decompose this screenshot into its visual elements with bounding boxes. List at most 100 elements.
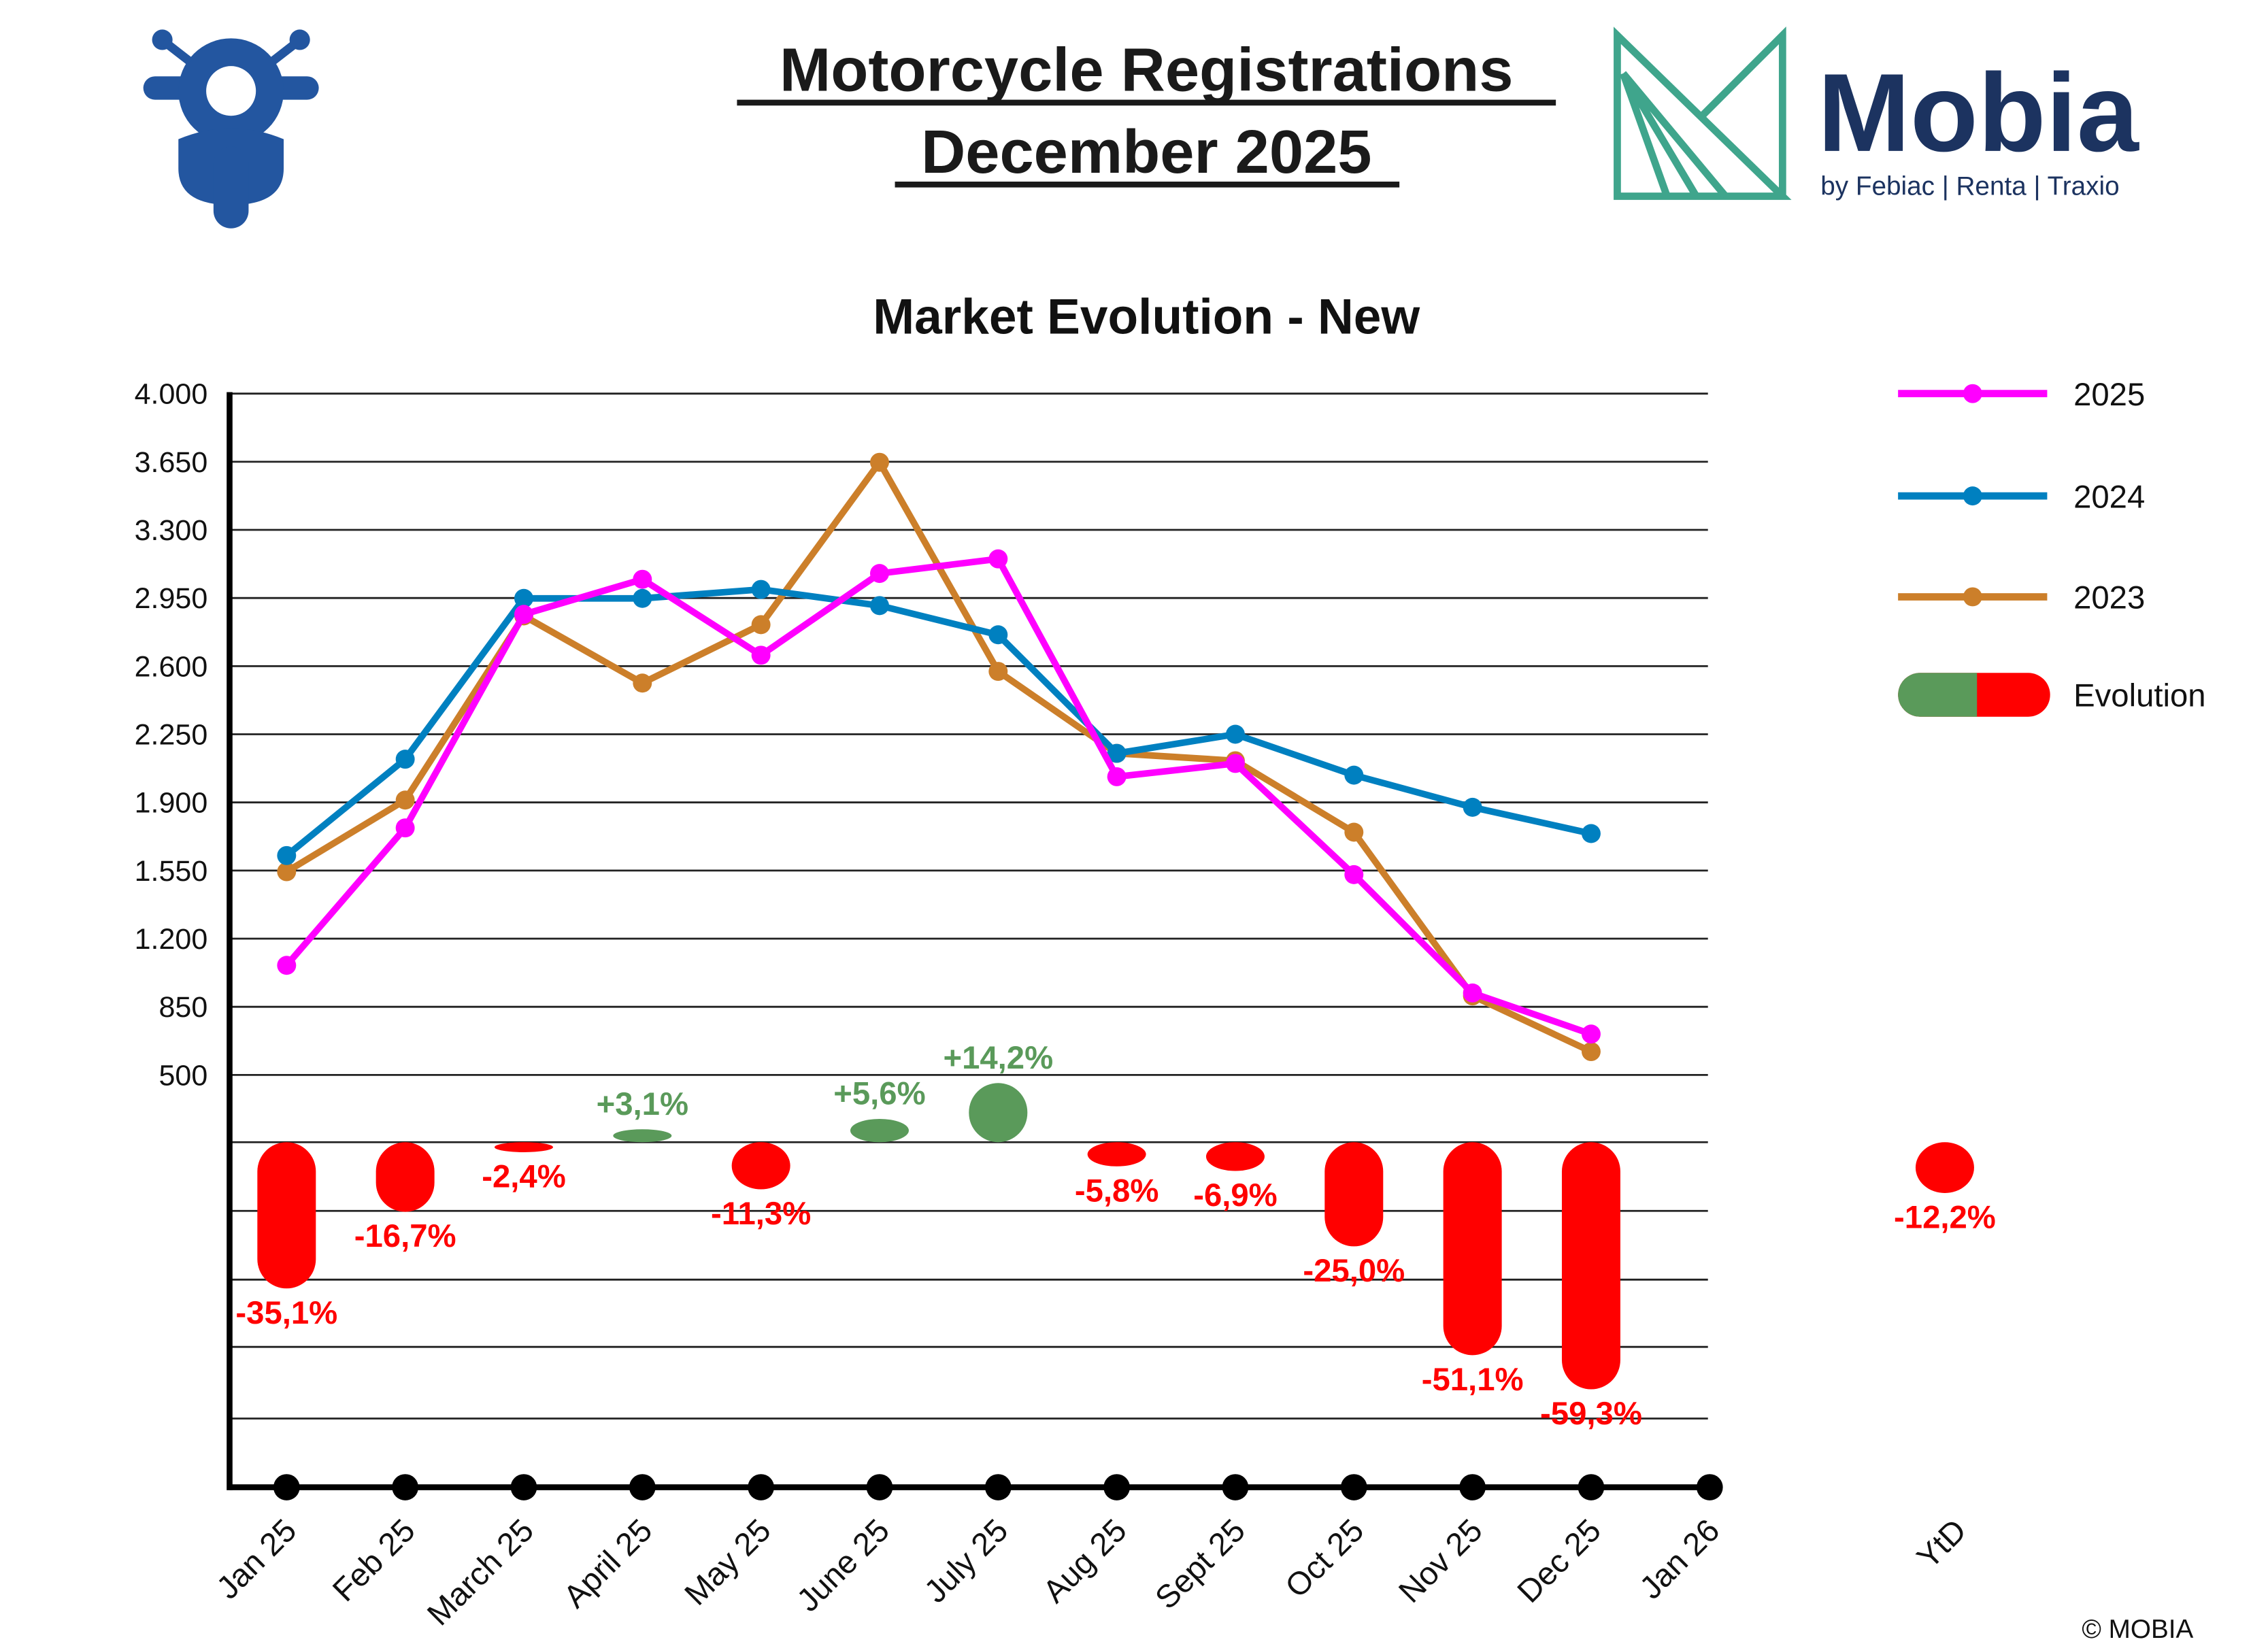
data-point-2025 bbox=[1344, 865, 1364, 884]
evolution-bar-label: -5,8% bbox=[1075, 1173, 1159, 1209]
y-tick-label: 1.900 bbox=[135, 787, 208, 820]
data-point-2024 bbox=[1107, 743, 1127, 763]
legend-label-2023: 2023 bbox=[2073, 580, 2145, 616]
legend-label-2025: 2025 bbox=[2073, 377, 2145, 413]
data-point-2025 bbox=[988, 549, 1008, 569]
data-point-2024 bbox=[751, 580, 771, 599]
data-point-2023 bbox=[751, 615, 771, 635]
evolution-bar bbox=[969, 1083, 1028, 1143]
y-tick-label: 3.300 bbox=[135, 514, 208, 547]
x-tick-label: Oct 25 bbox=[1278, 1512, 1371, 1605]
x-tick-label: July 25 bbox=[918, 1512, 1015, 1609]
title-line-1: Motorcycle Registrations bbox=[780, 36, 1513, 105]
evolution-bar-label: -25,0% bbox=[1303, 1253, 1405, 1289]
evolution-bar bbox=[1205, 1142, 1265, 1171]
evolution-bar-label: -2,4% bbox=[482, 1159, 566, 1195]
ytd-evolution-bar bbox=[1915, 1142, 1974, 1193]
data-point-2025 bbox=[1581, 1024, 1601, 1044]
x-tick-label: April 25 bbox=[556, 1512, 659, 1615]
motorcycle-icon bbox=[143, 29, 319, 229]
x-axis-marker bbox=[510, 1474, 537, 1500]
ytd-label: YtD bbox=[1910, 1512, 1973, 1575]
x-axis-marker bbox=[1459, 1474, 1486, 1500]
ytd-evolution-bar-label: -12,2% bbox=[1894, 1200, 1996, 1236]
data-point-2024 bbox=[1463, 797, 1482, 817]
evolution-bar-label: -59,3% bbox=[1540, 1396, 1642, 1432]
evolution-bar-label: +14,2% bbox=[943, 1040, 1053, 1076]
evolution-bar-label: -16,7% bbox=[354, 1218, 456, 1254]
x-tick-label: Nov 25 bbox=[1392, 1512, 1489, 1609]
evolution-bar bbox=[376, 1142, 435, 1212]
y-tick-label: 1.550 bbox=[135, 855, 208, 888]
x-tick-label: Jan 25 bbox=[210, 1512, 303, 1606]
x-axis-marker bbox=[392, 1474, 418, 1500]
data-point-2023 bbox=[633, 673, 652, 693]
series-line-2024 bbox=[284, 586, 1592, 858]
legend-label-2024: 2024 bbox=[2073, 479, 2145, 515]
data-point-2024 bbox=[1344, 765, 1364, 785]
evolution-bar bbox=[494, 1142, 553, 1152]
data-point-2023 bbox=[1581, 1042, 1601, 1062]
data-point-2024 bbox=[988, 625, 1008, 645]
data-point-2024 bbox=[277, 845, 297, 865]
evolution-bar-label: -6,9% bbox=[1193, 1177, 1278, 1213]
evolution-bar-label: +5,6% bbox=[833, 1075, 925, 1111]
y-tick-label: 500 bbox=[159, 1059, 208, 1092]
y-tick-label: 4.000 bbox=[135, 378, 208, 411]
copyright: © MOBIA bbox=[2082, 1615, 2193, 1644]
evolution-bar bbox=[1561, 1142, 1620, 1390]
y-tick-label: 2.950 bbox=[135, 582, 208, 615]
y-tick-label: 3.650 bbox=[135, 446, 208, 479]
x-tick-label: Sept 25 bbox=[1148, 1512, 1252, 1616]
evolution-bar bbox=[1443, 1142, 1502, 1356]
data-point-2023 bbox=[1344, 822, 1364, 842]
x-axis-marker bbox=[748, 1474, 774, 1500]
evolution-bar-label: -11,3% bbox=[711, 1196, 811, 1232]
evolution-bar-label: -51,1% bbox=[1422, 1362, 1524, 1398]
data-point-2024 bbox=[1581, 824, 1601, 843]
evolution-bar-label: +3,1% bbox=[597, 1086, 688, 1122]
data-point-2025 bbox=[1225, 754, 1245, 773]
data-point-2024 bbox=[870, 596, 889, 616]
data-point-2025 bbox=[395, 818, 415, 838]
x-axis-marker bbox=[1340, 1474, 1367, 1500]
x-tick-label: Dec 25 bbox=[1511, 1512, 1608, 1609]
x-tick-label: June 25 bbox=[790, 1512, 896, 1618]
data-point-2024 bbox=[395, 750, 415, 769]
data-point-2025 bbox=[277, 956, 297, 975]
x-axis-marker bbox=[1696, 1474, 1723, 1500]
chart-title: Market Evolution - New bbox=[873, 290, 1420, 345]
evolution-bar bbox=[613, 1129, 672, 1143]
evolution-bar bbox=[1324, 1142, 1384, 1247]
x-tick-label: Aug 25 bbox=[1036, 1512, 1133, 1609]
data-point-2024 bbox=[633, 588, 652, 608]
x-axis-marker bbox=[629, 1474, 656, 1500]
x-axis-marker bbox=[866, 1474, 893, 1500]
data-point-2023 bbox=[395, 790, 415, 810]
logo-tagline: by Febiac | Renta | Traxio bbox=[1820, 171, 2119, 201]
data-point-2025 bbox=[514, 605, 533, 624]
data-point-2023 bbox=[988, 662, 1008, 682]
x-tick-label: Feb 25 bbox=[326, 1512, 422, 1609]
legend-marker-2025 bbox=[1963, 384, 1982, 403]
evolution-bar bbox=[257, 1142, 316, 1289]
data-point-2023 bbox=[870, 452, 889, 472]
legend-evolution-positive bbox=[1898, 673, 1978, 717]
evolution-bar bbox=[1087, 1142, 1146, 1167]
y-tick-label: 2.600 bbox=[135, 650, 208, 683]
legend-marker-2023 bbox=[1963, 587, 1982, 607]
data-point-2025 bbox=[633, 569, 652, 589]
x-axis-marker bbox=[1222, 1474, 1249, 1500]
data-point-2023 bbox=[277, 862, 297, 882]
x-tick-label: March 25 bbox=[420, 1512, 541, 1632]
data-point-2025 bbox=[870, 564, 889, 584]
evolution-bar-label: -35,1% bbox=[235, 1295, 337, 1331]
data-point-2025 bbox=[1107, 767, 1127, 786]
x-axis-marker bbox=[1578, 1474, 1605, 1500]
y-tick-label: 2.250 bbox=[135, 719, 208, 752]
title-line-2: December 2025 bbox=[921, 118, 1371, 186]
x-axis-marker bbox=[273, 1474, 300, 1500]
mobia-logo bbox=[1614, 27, 1792, 200]
legend-marker-2024 bbox=[1963, 486, 1982, 506]
